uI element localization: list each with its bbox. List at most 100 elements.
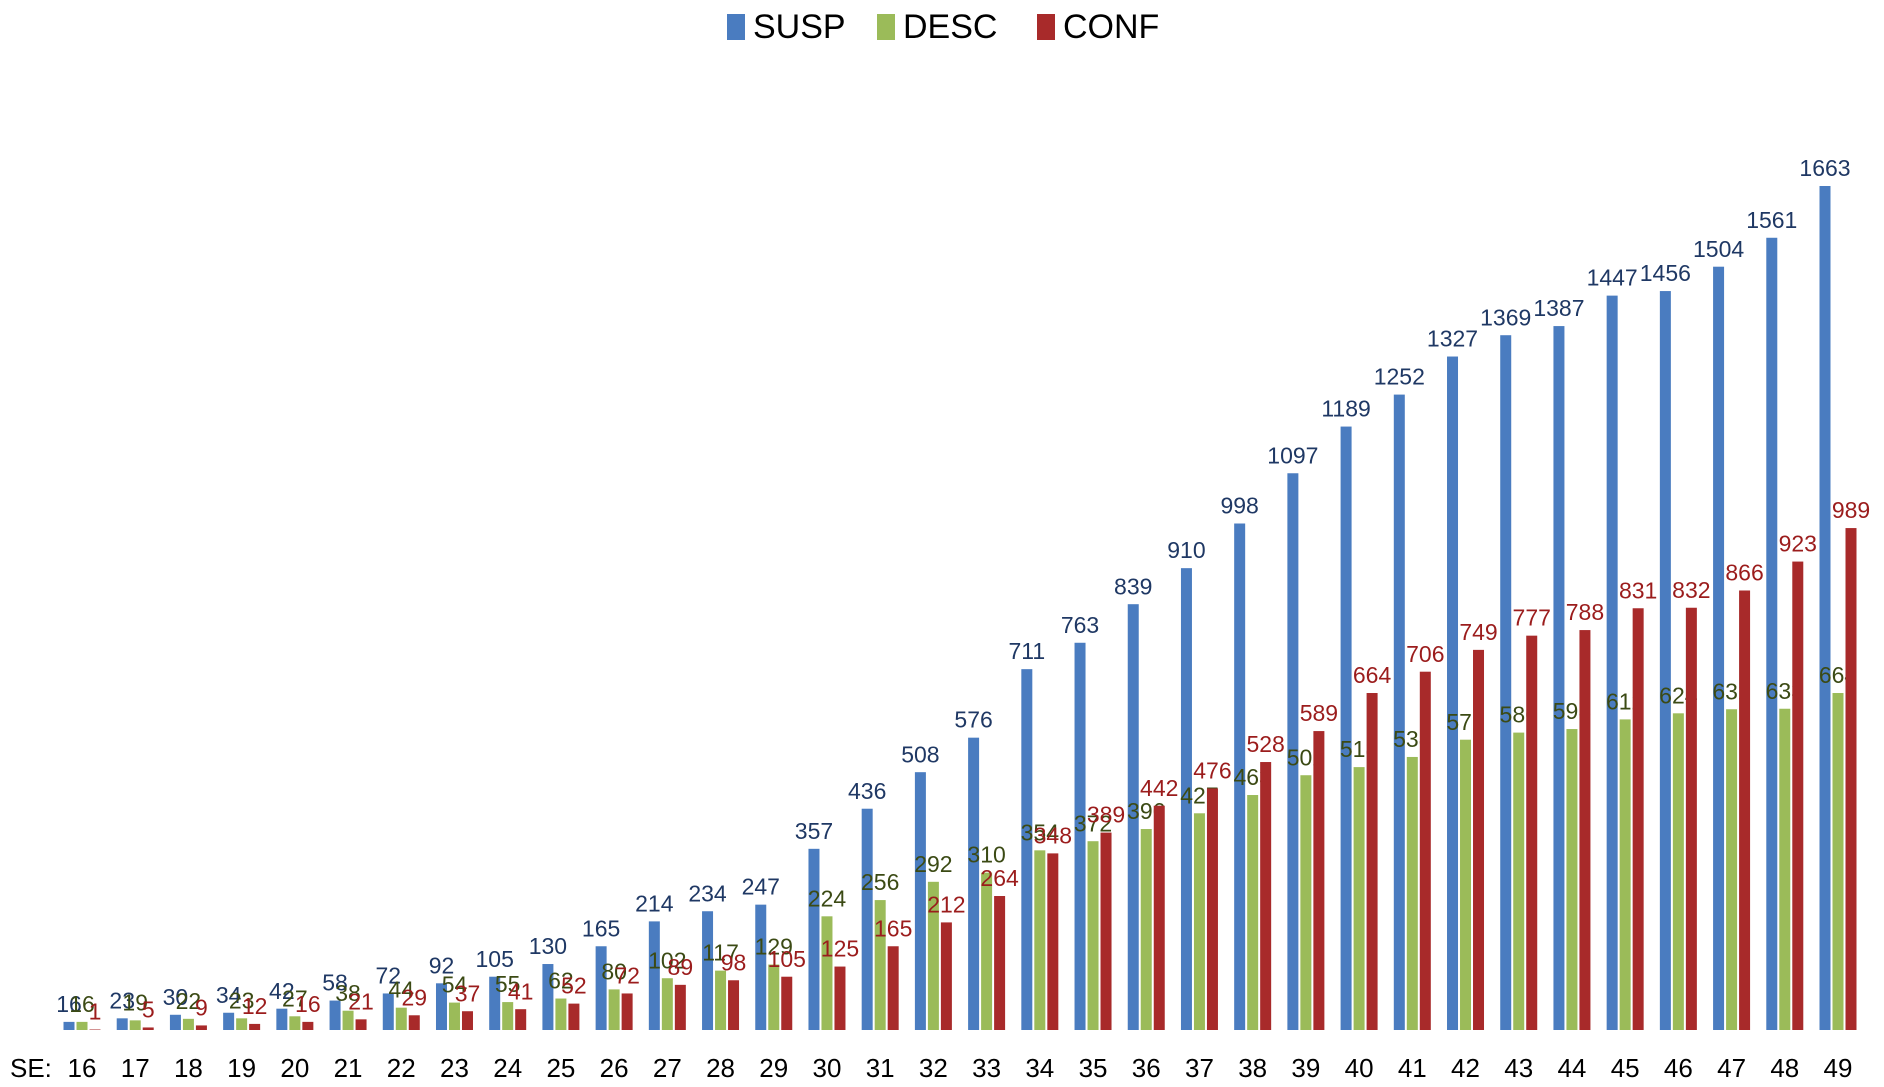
data-label: 910	[1167, 537, 1205, 563]
bar	[608, 989, 620, 1030]
bar	[169, 1014, 181, 1030]
data-label: 125	[821, 936, 859, 962]
data-label: 27	[282, 985, 308, 1011]
data-label: 212	[927, 891, 965, 917]
bar	[981, 872, 993, 1030]
legend-swatch	[877, 14, 895, 40]
data-label: 442	[1140, 775, 1178, 801]
bar	[542, 964, 554, 1030]
bar	[1340, 426, 1352, 1030]
bar	[1473, 649, 1485, 1030]
legend-label: CONF	[1063, 8, 1159, 46]
bar	[182, 1018, 194, 1030]
data-label: 34	[216, 982, 242, 1008]
bar	[1460, 739, 1472, 1030]
legend-swatch	[727, 14, 745, 40]
x-tick-label: 35	[1079, 1053, 1108, 1083]
bar	[76, 1021, 88, 1030]
data-label: 923	[1779, 531, 1817, 557]
data-label: 1	[89, 999, 102, 1025]
x-tick-label: 44	[1557, 1053, 1586, 1083]
bar	[302, 1021, 314, 1030]
data-label: 5	[142, 997, 155, 1023]
data-label: 9	[195, 995, 208, 1021]
bar	[448, 1002, 460, 1030]
data-label: 105	[476, 946, 514, 972]
bar	[1287, 473, 1299, 1030]
bar	[1393, 394, 1405, 1030]
bar	[1300, 775, 1312, 1030]
bar	[1047, 853, 1059, 1030]
bar	[502, 1002, 514, 1030]
data-label: 711	[1008, 638, 1045, 664]
x-tick-label: 27	[653, 1053, 682, 1083]
x-tick-label: 38	[1238, 1053, 1267, 1083]
x-tick-label: 45	[1611, 1053, 1640, 1083]
bar	[702, 911, 714, 1030]
x-tick-label: 39	[1291, 1053, 1320, 1083]
bar	[489, 976, 501, 1030]
x-tick-label: 34	[1025, 1053, 1054, 1083]
bar	[1313, 731, 1325, 1030]
data-label: 80	[601, 958, 627, 984]
bar	[1659, 291, 1671, 1030]
bar	[595, 946, 607, 1030]
data-label: 23	[109, 987, 135, 1013]
data-label: 22	[176, 988, 202, 1014]
bar	[1366, 693, 1378, 1030]
data-label: 38	[335, 980, 361, 1006]
bar	[1353, 767, 1365, 1030]
data-label: 989	[1832, 497, 1870, 523]
bar	[1419, 671, 1431, 1030]
bar	[1206, 788, 1218, 1030]
bar	[994, 896, 1006, 1030]
bar	[834, 966, 846, 1030]
bar	[342, 1010, 354, 1030]
bar	[940, 922, 952, 1030]
data-label: 165	[582, 915, 620, 941]
x-tick-label: 24	[493, 1053, 522, 1083]
bar	[395, 1007, 407, 1030]
data-label: 224	[808, 885, 847, 911]
bar	[808, 848, 820, 1030]
bar	[236, 1018, 248, 1030]
x-tick-label: 43	[1504, 1053, 1533, 1083]
x-tick-label: 31	[866, 1053, 895, 1083]
data-label: 130	[529, 933, 567, 959]
bar	[1819, 186, 1831, 1030]
bar	[435, 983, 447, 1030]
x-tick-label: 23	[440, 1053, 469, 1083]
bar	[555, 998, 567, 1030]
bar	[674, 984, 686, 1030]
bar	[329, 1000, 341, 1030]
x-tick-label: 33	[972, 1053, 1001, 1083]
data-label: 706	[1406, 641, 1444, 667]
data-label: 1097	[1267, 442, 1318, 468]
data-label: 1561	[1746, 207, 1797, 233]
bar	[1234, 523, 1246, 1030]
bar	[755, 904, 767, 1030]
data-label: 310	[967, 842, 1005, 868]
x-tick-label: 26	[600, 1053, 629, 1083]
data-label: 23	[229, 987, 255, 1013]
data-label: 292	[914, 851, 952, 877]
bar	[1792, 561, 1804, 1030]
bar	[1074, 642, 1086, 1030]
data-label: 62	[548, 968, 574, 994]
data-label: 98	[721, 949, 747, 975]
bar	[715, 970, 727, 1030]
bar	[1406, 756, 1418, 1030]
x-tick-label: 16	[68, 1053, 97, 1083]
bar	[781, 976, 793, 1030]
data-label: 998	[1220, 493, 1258, 519]
x-tick-label: 17	[121, 1053, 150, 1083]
data-label: 832	[1672, 577, 1710, 603]
data-label: 247	[742, 874, 780, 900]
data-label: 92	[429, 952, 455, 978]
data-label: 1504	[1693, 236, 1744, 262]
x-tick-label: 37	[1185, 1053, 1214, 1083]
data-label: 37	[455, 980, 481, 1006]
data-label: 44	[388, 977, 414, 1003]
bar	[968, 737, 980, 1030]
